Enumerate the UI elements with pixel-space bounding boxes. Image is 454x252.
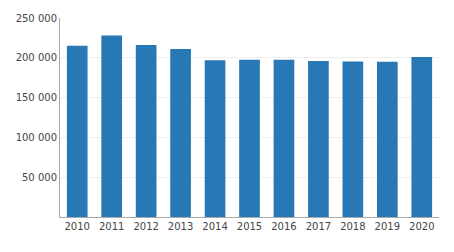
svg-text:250 000: 250 000 xyxy=(16,13,57,24)
svg-text:150 000: 150 000 xyxy=(16,92,57,103)
svg-text:50 000: 50 000 xyxy=(22,172,57,183)
svg-text:2014: 2014 xyxy=(202,221,227,232)
svg-text:2015: 2015 xyxy=(237,221,262,232)
svg-text:2018: 2018 xyxy=(340,221,365,232)
svg-text:2012: 2012 xyxy=(133,221,158,232)
svg-text:2010: 2010 xyxy=(65,221,90,232)
svg-text:2016: 2016 xyxy=(271,221,296,232)
svg-text:2013: 2013 xyxy=(168,221,193,232)
svg-text:2017: 2017 xyxy=(306,221,331,232)
svg-text:2020: 2020 xyxy=(409,221,434,232)
svg-text:2019: 2019 xyxy=(375,221,400,232)
svg-text:2011: 2011 xyxy=(99,221,124,232)
svg-text:100 000: 100 000 xyxy=(16,132,57,143)
svg-text:200 000: 200 000 xyxy=(16,52,57,63)
